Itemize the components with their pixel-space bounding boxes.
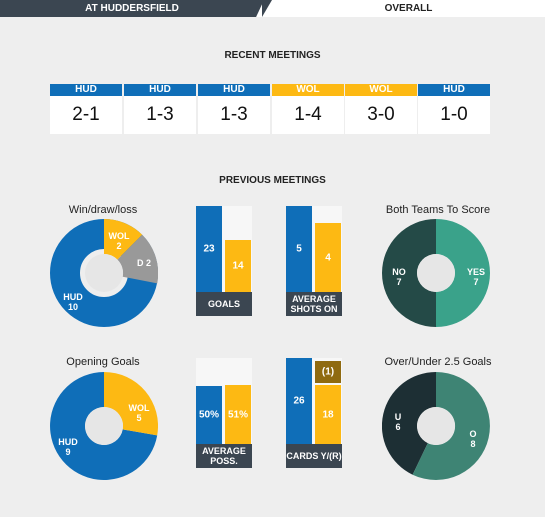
shots-hud-bar: 5 — [286, 206, 312, 292]
shots-on-label: AVERAGE SHOTS ON — [286, 292, 342, 316]
recent-meeting-card: HUD 1-3 — [124, 84, 196, 134]
cards-wol-red-bar: (1) — [315, 361, 341, 383]
shots-wol-bar: 4 — [315, 223, 341, 292]
btts-no-text: NO 7 — [386, 267, 412, 287]
cards-hud-bar: 26 — [286, 358, 312, 444]
og-wol-value: 5 — [136, 413, 142, 423]
cards-box: 26 18 (1) CARDS Y/(R) — [286, 358, 342, 468]
recent-meeting-card: WOL 3-0 — [345, 84, 417, 134]
wdl-draw-value: 2 — [146, 258, 152, 268]
ou-over-value: 8 — [470, 439, 476, 449]
og-hud-value: 9 — [65, 447, 71, 457]
over-under-donut — [382, 372, 490, 480]
recent-meeting-team: HUD — [198, 84, 270, 96]
donut-segment-yes — [436, 219, 490, 327]
og-wol-text: WOL 5 — [122, 403, 156, 423]
over-under-label: Over/Under 2.5 Goals — [384, 356, 492, 368]
recent-meeting-score: 1-4 — [294, 104, 322, 125]
cards-wol-value: 18 — [322, 409, 334, 420]
recent-meetings-title: RECENT MEETINGS — [224, 50, 321, 61]
recent-meeting-team: HUD — [124, 84, 196, 96]
btts-yes-text: YES 7 — [462, 267, 490, 287]
recent-meeting-score: 1-3 — [220, 104, 248, 125]
wdl-wol-value: 2 — [116, 241, 122, 251]
cards-label: CARDS Y/(R) — [286, 444, 342, 468]
goals-box: 23 14 GOALS — [196, 206, 252, 316]
shots-on-box: 5 4 AVERAGE SHOTS ON — [286, 206, 342, 316]
poss-hud-bar: 50% — [196, 386, 222, 444]
wdl-draw-text: D 2 — [130, 258, 158, 268]
donut-hole — [85, 254, 123, 292]
wdl-wol-text: WOL 2 — [104, 231, 134, 251]
ou-under-text: U 6 — [390, 412, 406, 432]
btts-no-value: 7 — [396, 277, 402, 287]
goals-hud-value: 23 — [203, 243, 215, 255]
wdl-wol-name: WOL — [108, 231, 130, 241]
donut-hole — [85, 407, 123, 445]
donut-segment-draw — [117, 234, 158, 284]
shots-hud-value: 5 — [296, 243, 302, 255]
btts-yes-value: 7 — [473, 277, 479, 287]
cards-wol-red-value: (1) — [321, 366, 335, 378]
ou-over-name: O — [469, 429, 477, 439]
recent-meeting-team: WOL — [345, 84, 417, 96]
donut-segment-over — [412, 372, 490, 480]
tab-at-huddersfield[interactable]: AT HUDDERSFIELD — [0, 0, 264, 17]
cards-hud-value: 26 — [293, 395, 305, 407]
donut-segment-wol — [104, 219, 143, 260]
recent-meeting-card: HUD 1-3 — [198, 84, 270, 134]
possession-label: AVERAGE POSS. — [196, 444, 252, 468]
donut-hole — [417, 254, 455, 292]
recent-meeting-score: 1-0 — [440, 104, 468, 125]
poss-wol-bar: 51% — [225, 385, 251, 444]
donut-segment-under — [382, 372, 436, 475]
wdl-hud-name: HUD — [63, 292, 83, 302]
og-hud-name: HUD — [58, 437, 78, 447]
btts-no-name: NO — [392, 267, 406, 277]
goals-wol-value: 14 — [232, 260, 244, 272]
cards-wol-bar: 18 — [315, 385, 341, 444]
win-draw-loss-donut — [50, 219, 158, 327]
opening-goals-label: Opening Goals — [66, 356, 140, 368]
recent-meeting-score: 1-3 — [146, 104, 174, 125]
btts-label: Both Teams To Score — [385, 204, 491, 216]
tab-notch — [262, 0, 272, 17]
goals-label: GOALS — [196, 292, 252, 316]
donut-hole — [417, 407, 455, 445]
btts-yes-name: YES — [466, 267, 485, 277]
shots-wol-value: 4 — [325, 252, 331, 263]
donut-segment-hud — [50, 372, 158, 480]
tab-bar: AT HUDDERSFIELD OVERALL — [0, 0, 545, 17]
poss-wol-value: 51% — [227, 409, 248, 420]
poss-hud-value: 50% — [198, 409, 219, 421]
recent-meeting-team: WOL — [272, 84, 344, 96]
goals-wol-bar: 14 — [225, 240, 251, 292]
ou-under-value: 6 — [395, 422, 401, 432]
btts-donut — [382, 219, 490, 327]
wdl-hud-value: 10 — [67, 302, 78, 312]
donut-segment-no — [382, 219, 436, 327]
possession-box: 50% 51% AVERAGE POSS. — [196, 358, 252, 468]
donut-segment-wol — [104, 372, 158, 436]
recent-meeting-team: HUD — [418, 84, 490, 96]
recent-meeting-score: 2-1 — [72, 104, 100, 125]
ou-under-name: U — [394, 412, 402, 422]
recent-meeting-card: WOL 1-4 — [272, 84, 344, 134]
recent-meeting-team: HUD — [50, 84, 122, 96]
tab-overall[interactable]: OVERALL — [384, 3, 433, 14]
previous-meetings-title: PREVIOUS MEETINGS — [219, 175, 326, 186]
wdl-hud-text: HUD 10 — [58, 292, 88, 312]
recent-meeting-card: HUD 1-0 — [418, 84, 490, 134]
opening-goals-donut — [50, 372, 158, 480]
wdl-draw-name: D — [136, 258, 144, 268]
recent-meeting-card: HUD 2-1 — [50, 84, 122, 134]
og-wol-name: WOL — [128, 403, 150, 413]
ou-over-text: O 8 — [465, 429, 481, 449]
og-hud-text: HUD 9 — [53, 437, 83, 457]
goals-hud-bar: 23 — [196, 206, 222, 292]
recent-meeting-score: 3-0 — [367, 104, 395, 125]
win-draw-loss-label: Win/draw/loss — [68, 204, 138, 216]
